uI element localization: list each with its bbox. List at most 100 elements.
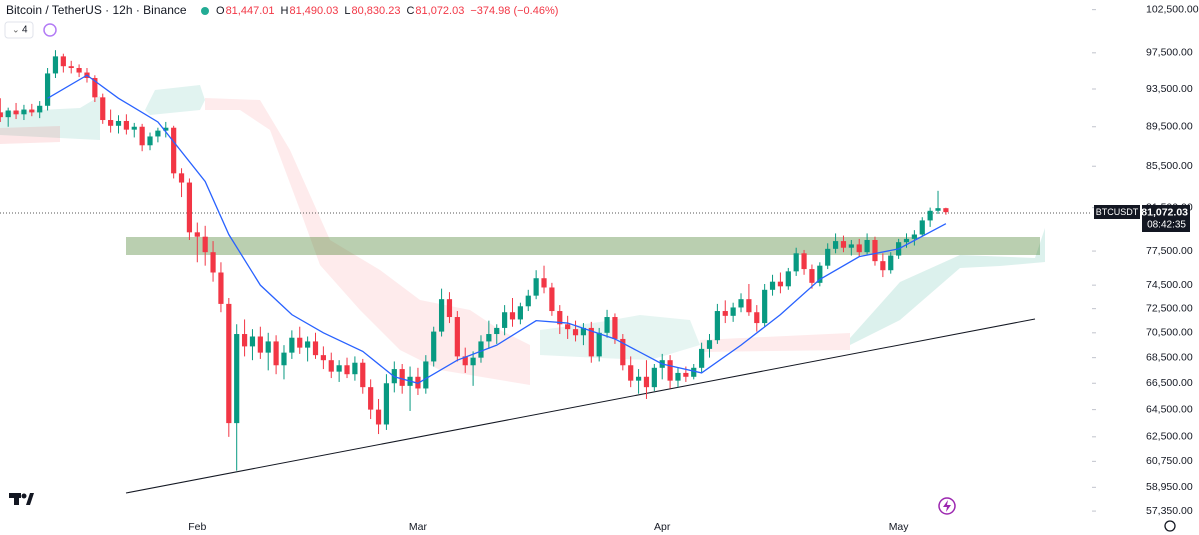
- candle-body: [328, 360, 334, 372]
- candle-body: [817, 265, 823, 283]
- price-axis: 102,500.00 97,500.00 93,500.00 89,500.00 85,…: [1092, 3, 1199, 517]
- candle-body: [667, 360, 673, 381]
- y-tick-label: 93,500.00: [1146, 83, 1193, 95]
- candle-body: [809, 269, 815, 283]
- candle-body: [635, 376, 642, 381]
- candle-body: [675, 372, 681, 381]
- chevron: ⌄: [12, 24, 20, 34]
- candle-body: [375, 409, 382, 425]
- candle-body: [620, 338, 626, 366]
- logo-part: [14, 493, 19, 505]
- candle-body: [194, 232, 200, 237]
- candle-body: [722, 311, 728, 316]
- candle-body: [525, 295, 531, 307]
- cloud-green: [540, 315, 700, 360]
- y-tick-label: 68,500.00: [1146, 351, 1193, 363]
- candle-body: [171, 127, 177, 174]
- candle-body: [777, 281, 784, 287]
- candle-body: [840, 241, 847, 248]
- candle-body: [754, 312, 760, 324]
- candle-body: [888, 255, 894, 271]
- candle-body: [218, 272, 224, 304]
- cloud-green: [850, 228, 1045, 345]
- candle-body: [769, 281, 776, 290]
- candle-body: [289, 337, 295, 353]
- y-tick-label: 102,500.00: [1146, 3, 1199, 15]
- candle-body: [596, 332, 602, 357]
- ohlc-label: H: [281, 5, 289, 17]
- candle-body: [438, 299, 445, 332]
- ohlc-label: L: [344, 5, 350, 17]
- candle-body: [706, 340, 713, 349]
- tv-logo: [9, 493, 34, 505]
- y-tick-label: 70,500.00: [1146, 327, 1193, 339]
- candle-body: [533, 278, 539, 296]
- candle-body: [68, 66, 74, 69]
- candle-body: [100, 97, 106, 121]
- candle-body: [312, 341, 319, 356]
- candle-body: [29, 109, 35, 113]
- candle-body: [178, 173, 185, 183]
- candle-body: [44, 73, 51, 106]
- candle-body: [651, 367, 657, 388]
- candle-body: [0, 112, 3, 118]
- candle-body: [864, 239, 870, 253]
- plot: [0, 50, 949, 471]
- settings-icon[interactable]: [1164, 520, 1176, 532]
- candle-body: [336, 365, 342, 372]
- y-tick-label: 85,500.00: [1146, 160, 1193, 172]
- candle-body: [281, 352, 287, 366]
- indicator-count: 4: [22, 25, 28, 36]
- candle-body: [856, 244, 862, 253]
- candle-body: [108, 120, 114, 126]
- ohlc-value: 81,490.03: [289, 5, 338, 17]
- y-tick-label: 74,500.00: [1146, 279, 1193, 291]
- ohlc-value: 80,830.23: [352, 5, 401, 17]
- candle-body: [60, 56, 66, 67]
- candle-body: [738, 299, 744, 308]
- candle-body: [13, 110, 19, 115]
- candle-body: [241, 334, 248, 347]
- candle-body: [494, 327, 500, 335]
- candle-body: [699, 348, 705, 368]
- candle-body: [462, 356, 468, 366]
- candle-body: [825, 248, 831, 266]
- sync-icon[interactable]: [43, 23, 57, 37]
- candle-body: [762, 289, 768, 324]
- candle-body: [163, 127, 169, 131]
- indicator-toggle[interactable]: [4, 21, 34, 39]
- candle-body: [502, 312, 508, 328]
- candle-body: [273, 341, 279, 366]
- candle-body: [580, 327, 587, 336]
- candle-body: [305, 341, 311, 348]
- symbol-title: Bitcoin / TetherUS · 12h · Binance: [6, 3, 187, 17]
- cloud-green: [145, 85, 205, 115]
- events-icon[interactable]: [938, 497, 956, 515]
- candle-body: [52, 56, 59, 74]
- candle-body: [935, 208, 941, 211]
- candle-body: [549, 287, 555, 312]
- candle-body: [147, 136, 153, 146]
- candle-body: [486, 334, 492, 342]
- candle-body: [297, 337, 303, 348]
- candle-body: [683, 372, 689, 377]
- time-axis: Feb Mar Apr May: [188, 521, 909, 533]
- y-tick-label: 66,500.00: [1146, 377, 1193, 389]
- countdown: 08:42:35: [1147, 220, 1186, 231]
- candle-body: [919, 220, 925, 235]
- change: −374.98 (−0.46%): [470, 5, 558, 17]
- symbol-tag-text: BTCUSDT: [1096, 207, 1139, 217]
- candle-body: [234, 334, 240, 424]
- candle-body: [691, 367, 697, 377]
- candle-body: [714, 311, 720, 341]
- events-bolt: [943, 500, 951, 512]
- y-tick-label: 62,500.00: [1146, 431, 1193, 443]
- candle-body: [785, 271, 791, 287]
- candle-body: [880, 261, 886, 271]
- candle-body: [848, 244, 854, 248]
- symbol-tag: [1094, 205, 1140, 219]
- logo-part: [26, 493, 34, 505]
- ohlc-legend: O 81,447.01 H 81,490.03 L 80,830.23 C 81,072.03…: [216, 5, 558, 17]
- moving-average: [47, 74, 947, 384]
- ohlc-value: 81,447.01: [226, 5, 275, 17]
